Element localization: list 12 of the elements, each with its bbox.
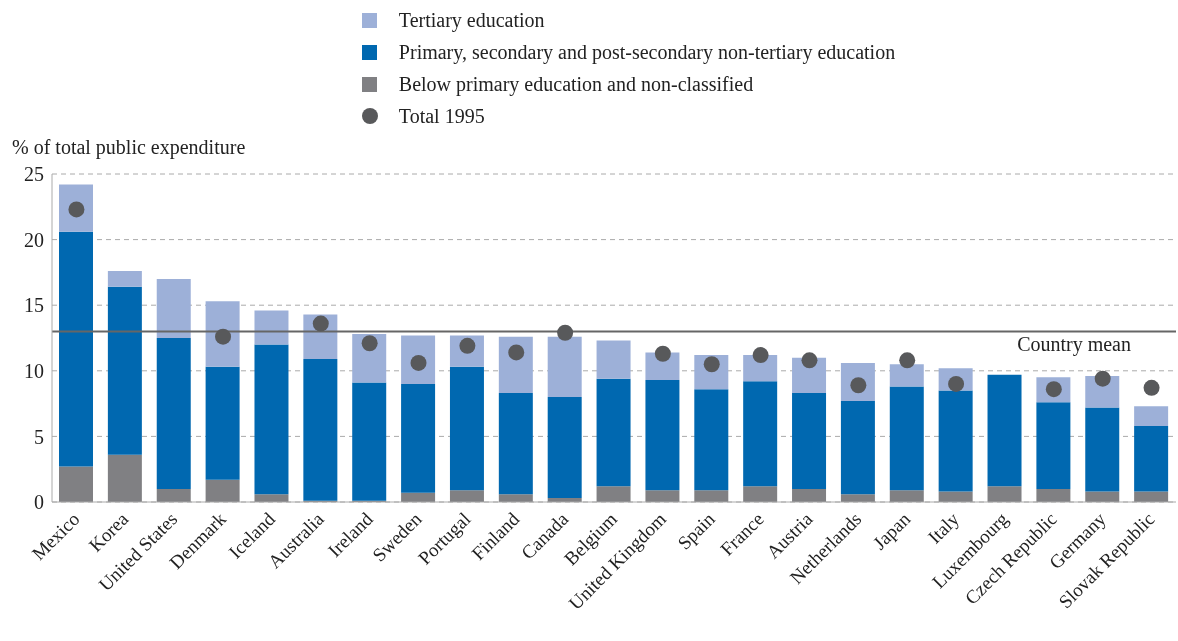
y-tick-label: 20 (24, 228, 44, 251)
y-tick-label: 25 (24, 163, 44, 186)
y-tick-label: 10 (24, 359, 44, 382)
legend-label: Below primary education and non-classified (398, 72, 754, 96)
y-tick-label: 0 (34, 491, 44, 514)
legend-label: Primary, secondary and post-secondary non-tertiary education (398, 40, 896, 64)
legend-label: Total 1995 (398, 104, 485, 128)
y-tick-label: 15 (24, 294, 44, 317)
y-axis-title: % of total public expenditure (12, 136, 247, 161)
ref-line-label: Country mean (1017, 332, 1131, 356)
legend-label: Tertiary education (398, 8, 545, 32)
y-tick-label: 5 (34, 425, 44, 448)
